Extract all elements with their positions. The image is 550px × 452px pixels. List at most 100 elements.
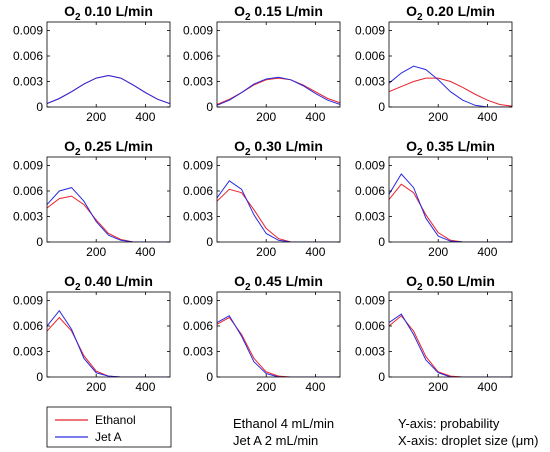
y-tick-label: 0 [206, 370, 213, 384]
title-subscript: 2 [417, 147, 423, 158]
subplot-title: O2 0.20 L/min [406, 3, 495, 23]
title-o: O [234, 273, 245, 289]
subplot-title: O2 0.35 L/min [406, 138, 495, 158]
y-tick-label: 0.003 [355, 210, 385, 224]
y-tick-label: 0.003 [183, 75, 213, 89]
x-tick-label: 200 [86, 245, 106, 259]
y-tick-label: 0.009 [355, 159, 385, 173]
y-tick-label: 0.006 [355, 184, 385, 198]
y-tick-label: 0.009 [183, 159, 213, 173]
note-ethanol-flow: Ethanol 4 mL/min [233, 416, 335, 431]
legend-box [46, 406, 172, 448]
x-tick-label: 200 [256, 380, 276, 394]
title-value: 0.45 L/min [251, 273, 323, 289]
axes-box [388, 156, 513, 243]
x-tick-label: 400 [305, 380, 325, 394]
series-line-jet-a [389, 65, 512, 107]
axes-box [216, 156, 341, 243]
series-line-ethanol [389, 315, 512, 377]
series-line-jet-a [389, 173, 512, 242]
y-tick-label: 0.003 [183, 345, 213, 359]
title-subscript: 2 [245, 282, 251, 293]
axes-box [46, 156, 171, 243]
title-subscript: 2 [75, 282, 81, 293]
series-line-jet-a [217, 180, 340, 242]
x-tick-label: 200 [256, 110, 276, 124]
subplot-title: O2 0.10 L/min [64, 3, 153, 23]
title-subscript: 2 [245, 12, 251, 23]
y-tick-label: 0.006 [183, 184, 213, 198]
axes-box [388, 21, 513, 108]
y-tick-label: 0.003 [183, 210, 213, 224]
y-tick-label: 0.006 [355, 319, 385, 333]
x-tick-label: 400 [135, 245, 155, 259]
y-tick-label: 0 [378, 235, 385, 249]
subplot-3: O2 0.20 L/min 0 0.003 0.006 0.009 200 400 [355, 3, 513, 124]
title-subscript: 2 [75, 147, 81, 158]
title-o: O [64, 3, 75, 19]
title-value: 0.40 L/min [81, 273, 153, 289]
x-tick-label: 400 [477, 380, 497, 394]
title-o: O [406, 3, 417, 19]
x-tick-label: 400 [477, 245, 497, 259]
y-tick-label: 0.009 [13, 294, 43, 308]
x-tick-label: 400 [135, 380, 155, 394]
note-x-axis: X-axis: droplet size (μm) [398, 433, 539, 448]
series-line-ethanol [217, 77, 340, 105]
title-subscript: 2 [417, 12, 423, 23]
x-tick-label: 200 [86, 380, 106, 394]
x-tick-label: 200 [428, 110, 448, 124]
y-tick-label: 0 [36, 100, 43, 114]
subplot-7: O2 0.40 L/min 0 0.003 0.006 0.009 200 400 [13, 273, 171, 394]
title-o: O [234, 3, 245, 19]
note-jeta-flow: Jet A 2 mL/min [233, 433, 319, 448]
series-line-jet-a [47, 75, 170, 105]
y-tick-label: 0.006 [13, 319, 43, 333]
subplot-6: O2 0.35 L/min 0 0.003 0.006 0.009 200 400 [355, 138, 513, 259]
subplot-4: O2 0.25 L/min 0 0.003 0.006 0.009 200 400 [13, 138, 171, 259]
series-line-ethanol [389, 183, 512, 242]
title-o: O [64, 138, 75, 154]
y-tick-label: 0.006 [13, 184, 43, 198]
title-value: 0.10 L/min [81, 3, 153, 19]
y-tick-label: 0 [206, 100, 213, 114]
title-o: O [64, 273, 75, 289]
subplot-8: O2 0.45 L/min 0 0.003 0.006 0.009 200 400 [183, 273, 341, 394]
subplot-title: O2 0.50 L/min [406, 273, 495, 293]
y-tick-label: 0.006 [13, 49, 43, 63]
subplot-title: O2 0.30 L/min [234, 138, 323, 158]
series-line-jet-a [217, 315, 340, 377]
series-line-ethanol [47, 195, 170, 242]
title-subscript: 2 [245, 147, 251, 158]
legend-label-ethanol: Ethanol [95, 413, 136, 427]
y-tick-label: 0 [378, 100, 385, 114]
series-line-ethanol [389, 77, 512, 107]
y-tick-label: 0.006 [183, 319, 213, 333]
title-subscript: 2 [417, 282, 423, 293]
y-tick-label: 0.009 [183, 294, 213, 308]
title-value: 0.30 L/min [251, 138, 323, 154]
series-line-ethanol [217, 188, 340, 242]
y-tick-label: 0.003 [13, 345, 43, 359]
title-subscript: 2 [75, 12, 81, 23]
x-tick-label: 400 [305, 110, 325, 124]
legend-label-jet-a: Jet A [95, 430, 122, 444]
title-value: 0.20 L/min [423, 3, 495, 19]
axes-box [216, 21, 341, 108]
subplot-title: O2 0.15 L/min [234, 3, 323, 23]
subplot-9: O2 0.50 L/min 0 0.003 0.006 0.009 200 400 [355, 273, 513, 394]
y-tick-label: 0 [36, 235, 43, 249]
y-tick-label: 0.009 [13, 159, 43, 173]
y-tick-label: 0.003 [355, 75, 385, 89]
x-tick-label: 200 [256, 245, 276, 259]
title-value: 0.35 L/min [423, 138, 495, 154]
y-tick-label: 0.009 [355, 24, 385, 38]
y-tick-label: 0.003 [13, 75, 43, 89]
title-o: O [406, 273, 417, 289]
axes-box [216, 291, 341, 378]
subplot-title: O2 0.25 L/min [64, 138, 153, 158]
x-tick-label: 200 [86, 110, 106, 124]
series-line-jet-a [47, 309, 170, 377]
title-value: 0.15 L/min [251, 3, 323, 19]
